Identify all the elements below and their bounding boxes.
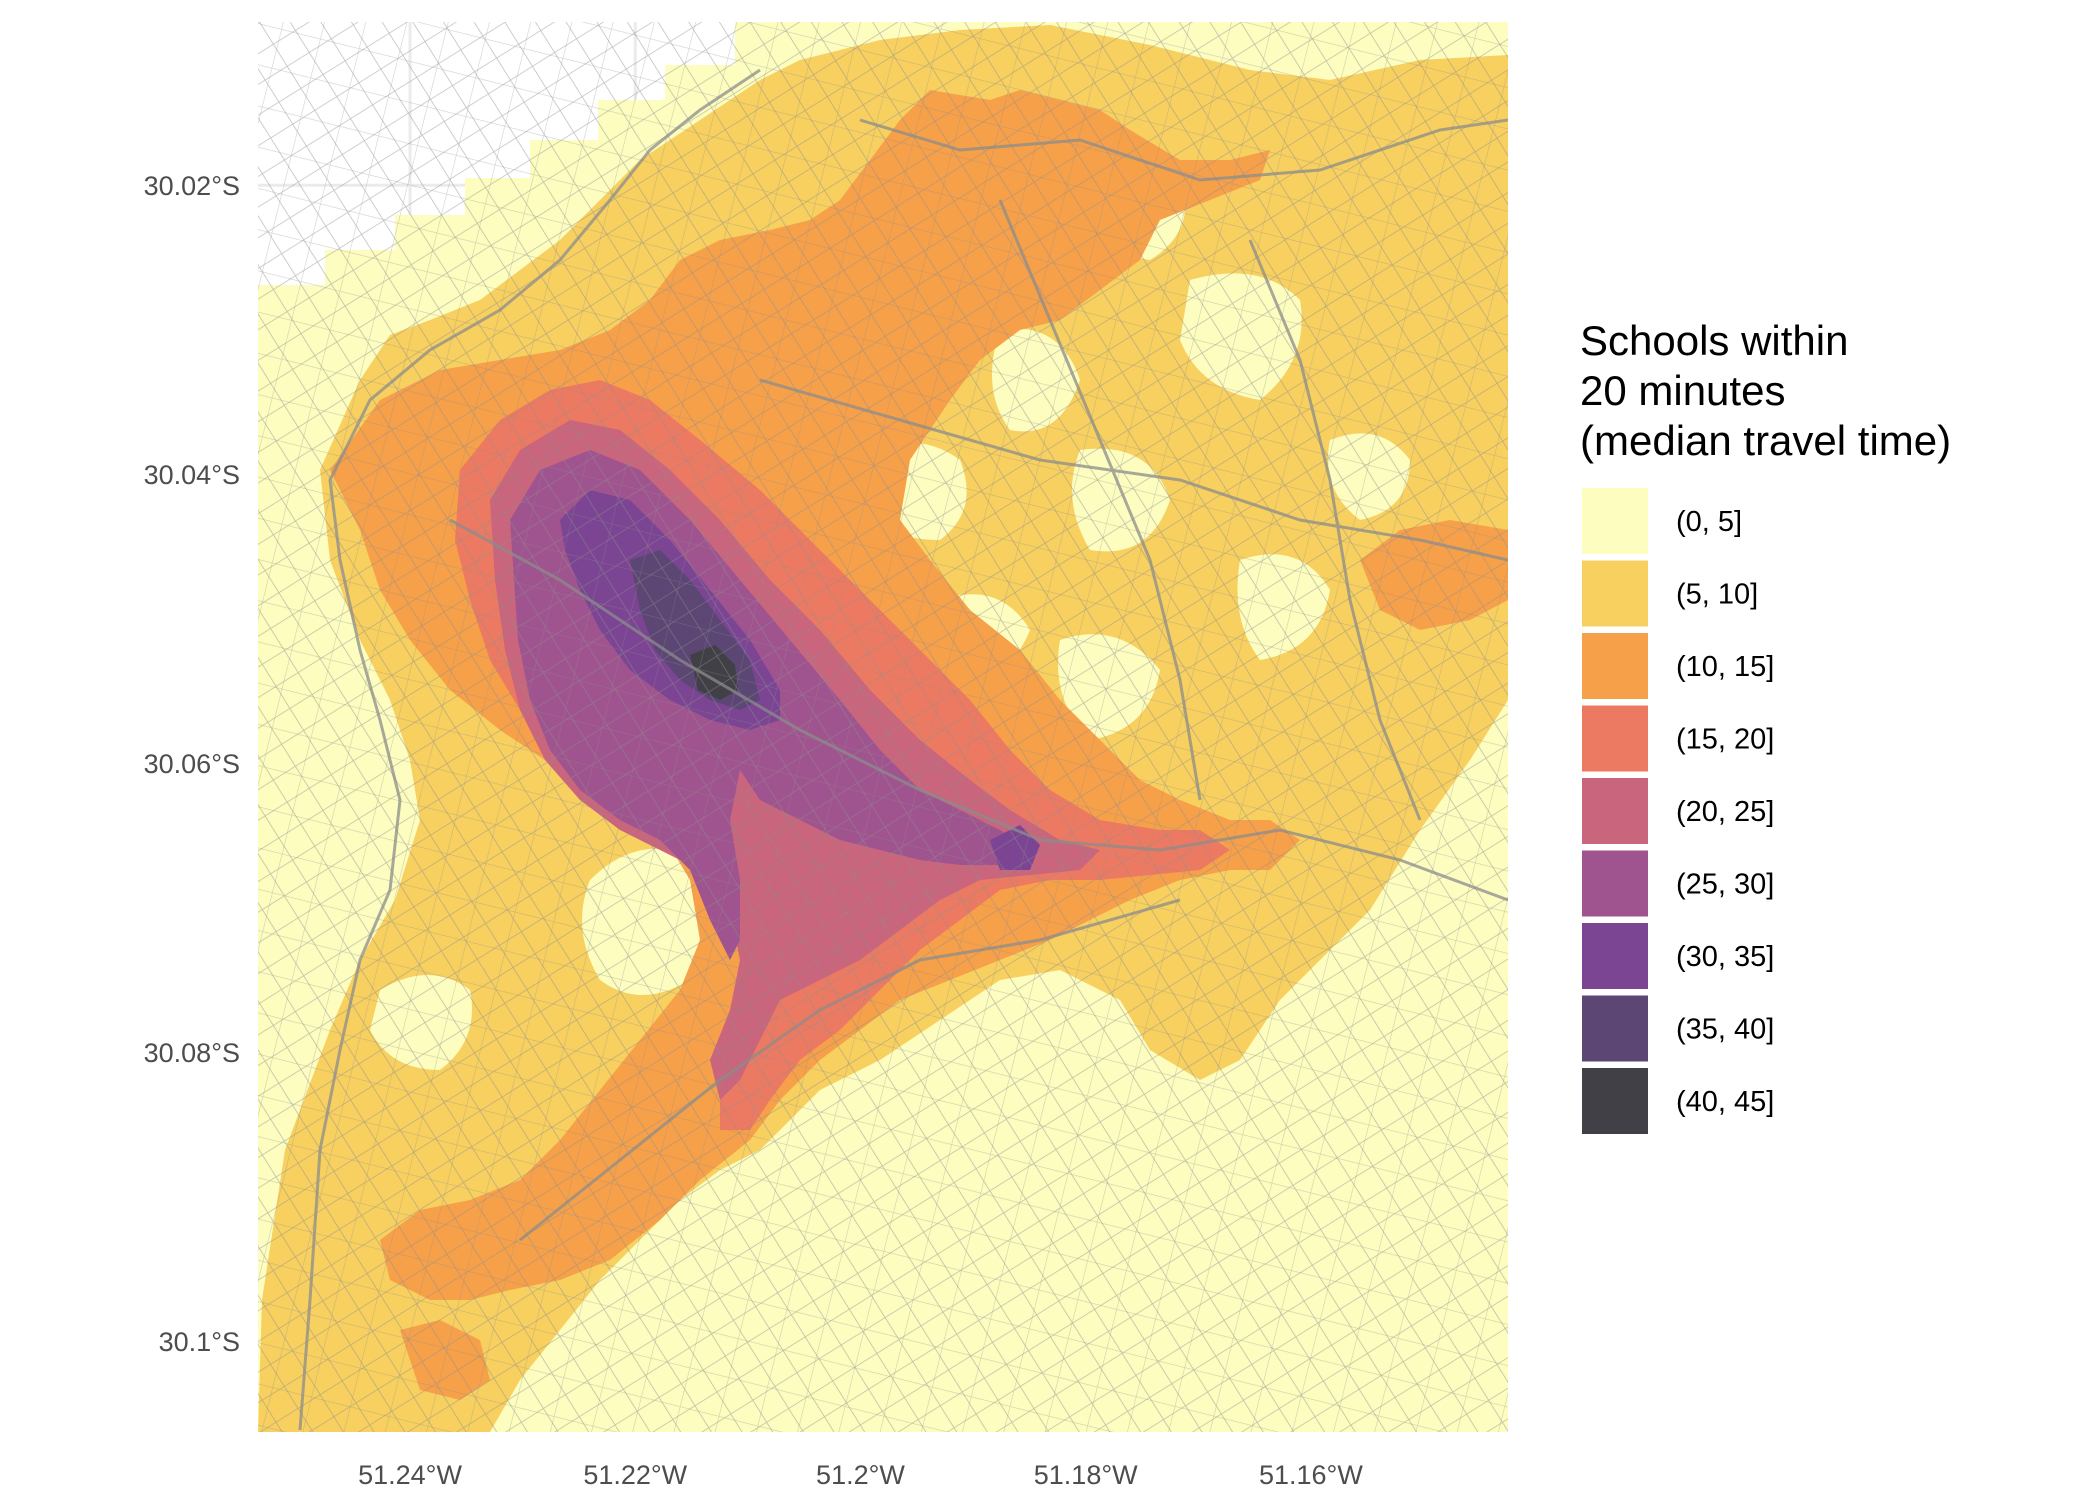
legend-title-line-1: Schools within — [1580, 317, 1848, 364]
y-axis-ticks: 30.02°S 30.04°S 30.06°S 30.08°S 30.1°S — [144, 171, 240, 1357]
legend-title-line-3: (median travel time) — [1580, 417, 1951, 464]
legend-swatch — [1582, 851, 1648, 917]
legend-label: (5, 10] — [1676, 579, 1758, 611]
legend-label: (10, 15] — [1676, 651, 1774, 683]
legend-swatch — [1582, 1068, 1648, 1134]
street-network — [258, 22, 1508, 1432]
x-axis-ticks: 51.24°W 51.22°W 51.2°W 51.18°W 51.16°W — [358, 1460, 1363, 1490]
legend-label: (0, 5] — [1676, 506, 1742, 538]
x-tick-label: 51.16°W — [1259, 1460, 1363, 1490]
legend-label: (30, 35] — [1676, 941, 1774, 973]
x-tick-label: 51.18°W — [1034, 1460, 1138, 1490]
y-tick-label: 30.1°S — [159, 1327, 240, 1357]
legend-swatch — [1582, 778, 1648, 844]
legend-label: (25, 30] — [1676, 869, 1774, 901]
y-tick-label: 30.02°S — [144, 171, 240, 201]
legend-swatch — [1582, 633, 1648, 699]
y-tick-label: 30.04°S — [144, 460, 240, 490]
legend: Schools within 20 minutes (median travel… — [1580, 317, 1951, 1134]
legend-swatch — [1582, 488, 1648, 554]
legend-label: (20, 25] — [1676, 796, 1774, 828]
legend-label: (15, 20] — [1676, 724, 1774, 756]
legend-label: (35, 40] — [1676, 1014, 1774, 1046]
y-tick-label: 30.06°S — [144, 749, 240, 779]
legend-swatch — [1582, 996, 1648, 1062]
legend-swatch — [1582, 706, 1648, 772]
x-tick-label: 51.2°W — [816, 1460, 905, 1490]
legend-title-line-2: 20 minutes — [1580, 367, 1785, 414]
legend-swatch — [1582, 923, 1648, 989]
y-tick-label: 30.08°S — [144, 1038, 240, 1068]
legend-label: (40, 45] — [1676, 1086, 1774, 1118]
x-tick-label: 51.24°W — [358, 1460, 462, 1490]
legend-swatch — [1582, 561, 1648, 627]
x-tick-label: 51.22°W — [583, 1460, 687, 1490]
map-panel[interactable] — [258, 22, 1508, 1432]
